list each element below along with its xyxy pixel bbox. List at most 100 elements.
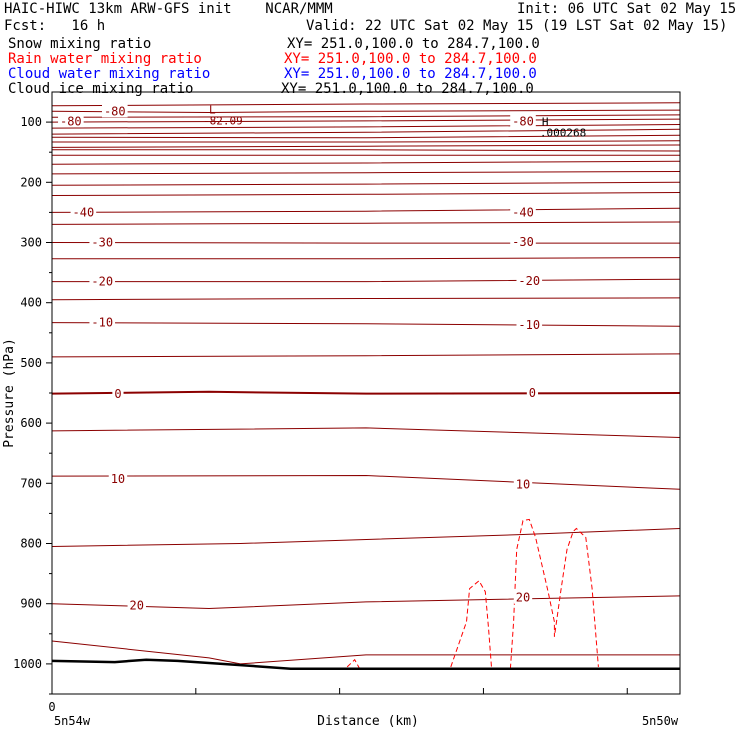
rain-contour bbox=[450, 580, 493, 669]
contour-label: -30 bbox=[91, 236, 113, 250]
temperature-contour bbox=[51, 322, 681, 327]
temperature-contour bbox=[51, 144, 681, 148]
field-label-snow: Snow mixing ratio bbox=[8, 36, 152, 52]
y-tick-label: 400 bbox=[20, 296, 42, 310]
contour-label-bg bbox=[112, 387, 124, 401]
x-tick-label-left: 5n54w bbox=[54, 714, 91, 728]
contour-label-bg bbox=[510, 114, 536, 128]
temperature-contour bbox=[51, 595, 681, 610]
header-title: HAIC-HIWC 13km ARW-GFS init NCAR/MMM bbox=[4, 1, 333, 17]
y-axis-title: Pressure (hPa) bbox=[2, 338, 17, 448]
extremum-value: .000268 bbox=[540, 127, 586, 140]
terrain-line bbox=[51, 658, 680, 670]
temperature-contour bbox=[51, 221, 681, 225]
temperature-contour bbox=[51, 181, 681, 186]
temperature-contour bbox=[51, 192, 681, 196]
contour-label: -20 bbox=[518, 274, 540, 288]
contour-labels: -80 -80 -80 -40 -40 -30 -30 -20 -20 -10 -10 0 0 10 10 2… bbox=[58, 104, 586, 613]
contour-label-bg bbox=[510, 205, 536, 219]
contour-label-bg bbox=[513, 477, 533, 491]
contour-label: -20 bbox=[91, 275, 113, 289]
header-fcst: Fcst: 16 h bbox=[4, 18, 106, 34]
temperature-contour bbox=[51, 102, 681, 107]
field-label-cloud-water: Cloud water mixing ratio bbox=[8, 66, 211, 82]
header-valid: Valid: 22 UTC Sat 02 May 15 (19 LST Sat … bbox=[306, 18, 728, 34]
x-tick-label-right: 5n50w bbox=[642, 714, 679, 728]
y-tick-label: 900 bbox=[20, 597, 42, 611]
contour-label-bg bbox=[58, 114, 84, 128]
contour-label: 10 bbox=[516, 478, 530, 492]
terrain-line bbox=[51, 658, 680, 670]
contour-label-bg bbox=[108, 472, 128, 486]
field-xy-cloud-water: XY= 251.0,100.0 to 284.7,100.0 bbox=[284, 66, 537, 82]
contour-label-bg bbox=[70, 205, 97, 219]
x-axis-title: Distance (km) bbox=[317, 714, 419, 729]
extremum-symbol: H bbox=[542, 116, 549, 129]
temperature-contour bbox=[51, 353, 681, 358]
temperature-contours bbox=[51, 102, 681, 665]
temperature-contour bbox=[51, 124, 681, 129]
contour-label: -80 bbox=[512, 114, 534, 128]
temperature-contour bbox=[51, 474, 681, 490]
temperature-contour bbox=[52, 149, 681, 152]
temperature-contour bbox=[51, 207, 681, 213]
contour-label: -80 bbox=[60, 114, 82, 128]
contour-label-bg bbox=[89, 315, 116, 329]
contour-label: 10 bbox=[111, 472, 125, 486]
contour-label: -10 bbox=[91, 316, 113, 330]
contour-label: -80 bbox=[104, 104, 126, 118]
rain-contour bbox=[509, 518, 599, 669]
temperature-contour bbox=[52, 278, 681, 283]
field-label-rain: Rain water mixing ratio bbox=[8, 51, 202, 67]
contour-label-bg bbox=[516, 274, 543, 288]
extremum-symbol: L bbox=[209, 104, 216, 117]
contour-label: -40 bbox=[73, 205, 95, 219]
contour-label-bg bbox=[89, 274, 116, 288]
y-tick-label: 600 bbox=[20, 416, 42, 430]
y-tick-label: 100 bbox=[20, 115, 42, 129]
y-tick-label: 1000 bbox=[13, 657, 42, 671]
contour-label: 20 bbox=[130, 599, 144, 613]
temperature-contour bbox=[51, 128, 681, 135]
contour-label: -10 bbox=[518, 318, 540, 332]
contour-label-bg bbox=[516, 317, 543, 331]
contour-label: 20 bbox=[516, 591, 530, 605]
temperature-contour bbox=[51, 427, 681, 438]
contour-label: 0 bbox=[529, 386, 536, 400]
temperature-contour bbox=[52, 257, 681, 260]
temperature-contour bbox=[51, 160, 681, 165]
temperature-contour bbox=[51, 118, 681, 123]
header-init: Init: 06 UTC Sat 02 May 15 bbox=[517, 1, 737, 17]
y-tick-label: 700 bbox=[20, 476, 42, 490]
contour-label: 0 bbox=[114, 387, 121, 401]
temperature-contour bbox=[52, 140, 681, 143]
temperature-contour bbox=[51, 390, 681, 395]
extremum-value: -82.09 bbox=[203, 115, 243, 128]
contour-label: -40 bbox=[512, 205, 534, 219]
y-tick-label: 200 bbox=[20, 175, 42, 189]
contour-label-bg bbox=[513, 590, 533, 604]
contour-label-bg bbox=[510, 234, 536, 248]
y-tick-label: 500 bbox=[20, 356, 42, 370]
field-xy-rain: XY= 251.0,100.0 to 284.7,100.0 bbox=[284, 51, 537, 67]
contour-label-bg bbox=[526, 386, 539, 399]
y-tick-label: 800 bbox=[20, 537, 42, 551]
x-tick-label-origin: 0 bbox=[48, 700, 55, 714]
field-xy-snow: XY= 251.0,100.0 to 284.7,100.0 bbox=[287, 36, 540, 52]
contour-label-bg bbox=[89, 235, 116, 249]
temperature-contour bbox=[51, 528, 681, 547]
temperature-contour bbox=[51, 109, 681, 114]
contour-label-bg bbox=[127, 598, 146, 612]
rain-contour bbox=[346, 658, 361, 669]
field-xy-cloud-ice: XY= 251.0,100.0 to 284.7,100.0 bbox=[281, 81, 534, 97]
temperature-contour bbox=[51, 171, 681, 175]
temperature-contour bbox=[51, 297, 681, 301]
temperature-contour bbox=[51, 114, 681, 118]
rain-contours bbox=[346, 518, 599, 669]
y-tick-label: 300 bbox=[20, 236, 42, 250]
contour-label: -30 bbox=[512, 235, 534, 249]
contour-label-bg bbox=[102, 104, 128, 118]
temperature-contour bbox=[51, 242, 680, 244]
